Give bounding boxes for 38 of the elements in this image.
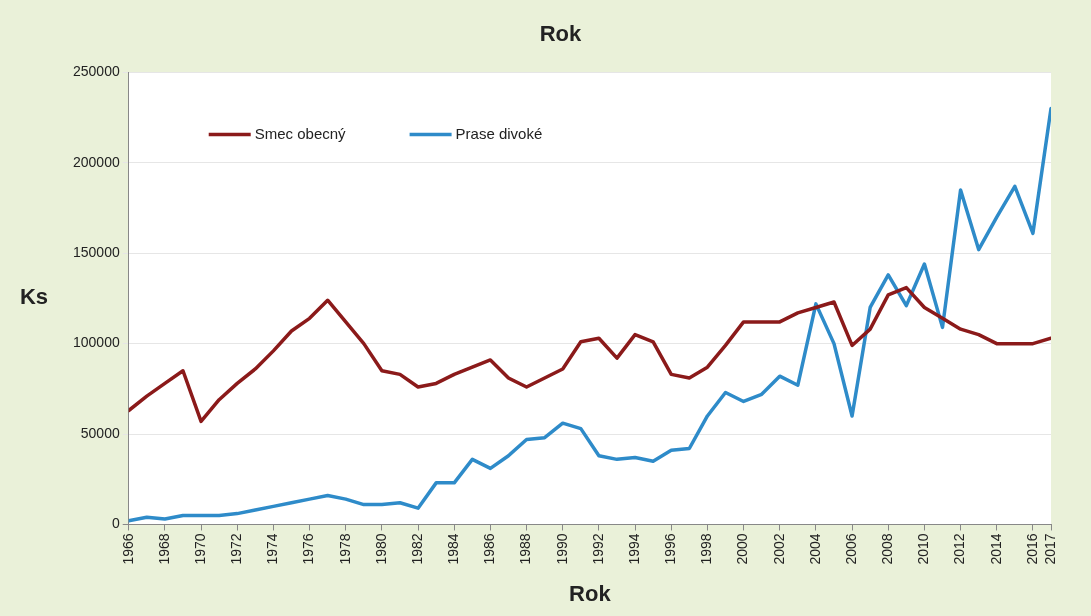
x-tick-label: 1988: [517, 533, 534, 565]
x-tick-label: 2014: [987, 533, 1004, 565]
y-tick-label: 200000: [73, 153, 120, 170]
x-tick-label: 2012: [951, 533, 968, 565]
x-tick-label: 1972: [228, 533, 245, 565]
y-tick-label: 150000: [73, 244, 120, 261]
y-tick-label: 0: [111, 515, 120, 532]
chart-title: Rok: [539, 21, 583, 47]
x-tick-label: 1992: [589, 533, 606, 565]
x-tick-label: 1966: [119, 533, 136, 565]
x-tick-label: 1978: [336, 533, 353, 565]
legend-label: Prase divoké: [455, 124, 543, 142]
x-tick-label: 2002: [770, 533, 787, 565]
x-tick-label: 1968: [155, 533, 172, 565]
x-tick-label: 2017: [1041, 533, 1058, 565]
x-tick-label: 1990: [553, 533, 570, 565]
x-tick-label: 2016: [1023, 533, 1040, 565]
x-tick-label: 2000: [734, 533, 751, 565]
x-tick-label: 2008: [879, 533, 896, 565]
y-tick-label: 100000: [73, 334, 120, 351]
x-tick-label: 1984: [445, 533, 462, 565]
y-axis-title: Ks: [19, 284, 49, 310]
x-tick-label: 1986: [481, 533, 498, 565]
legend-label: Smec obecný: [254, 124, 347, 142]
x-tick-label: 2010: [915, 533, 932, 565]
x-tick-label: 2006: [842, 533, 859, 565]
y-tick-label: 50000: [80, 424, 120, 441]
x-tick-label: 1982: [408, 533, 425, 565]
x-tick-label: 1994: [625, 533, 642, 565]
y-tick-label: 250000: [73, 63, 120, 80]
x-tick-label: 1970: [191, 533, 208, 565]
x-tick-label: 1976: [300, 533, 317, 565]
x-axis-title: Rok: [569, 580, 612, 606]
x-tick-label: 1974: [264, 533, 281, 565]
x-tick-label: 2004: [806, 533, 823, 565]
x-tick-label: 1998: [698, 533, 715, 565]
x-tick-label: 1980: [372, 533, 389, 565]
x-tick-label: 1996: [662, 533, 679, 565]
